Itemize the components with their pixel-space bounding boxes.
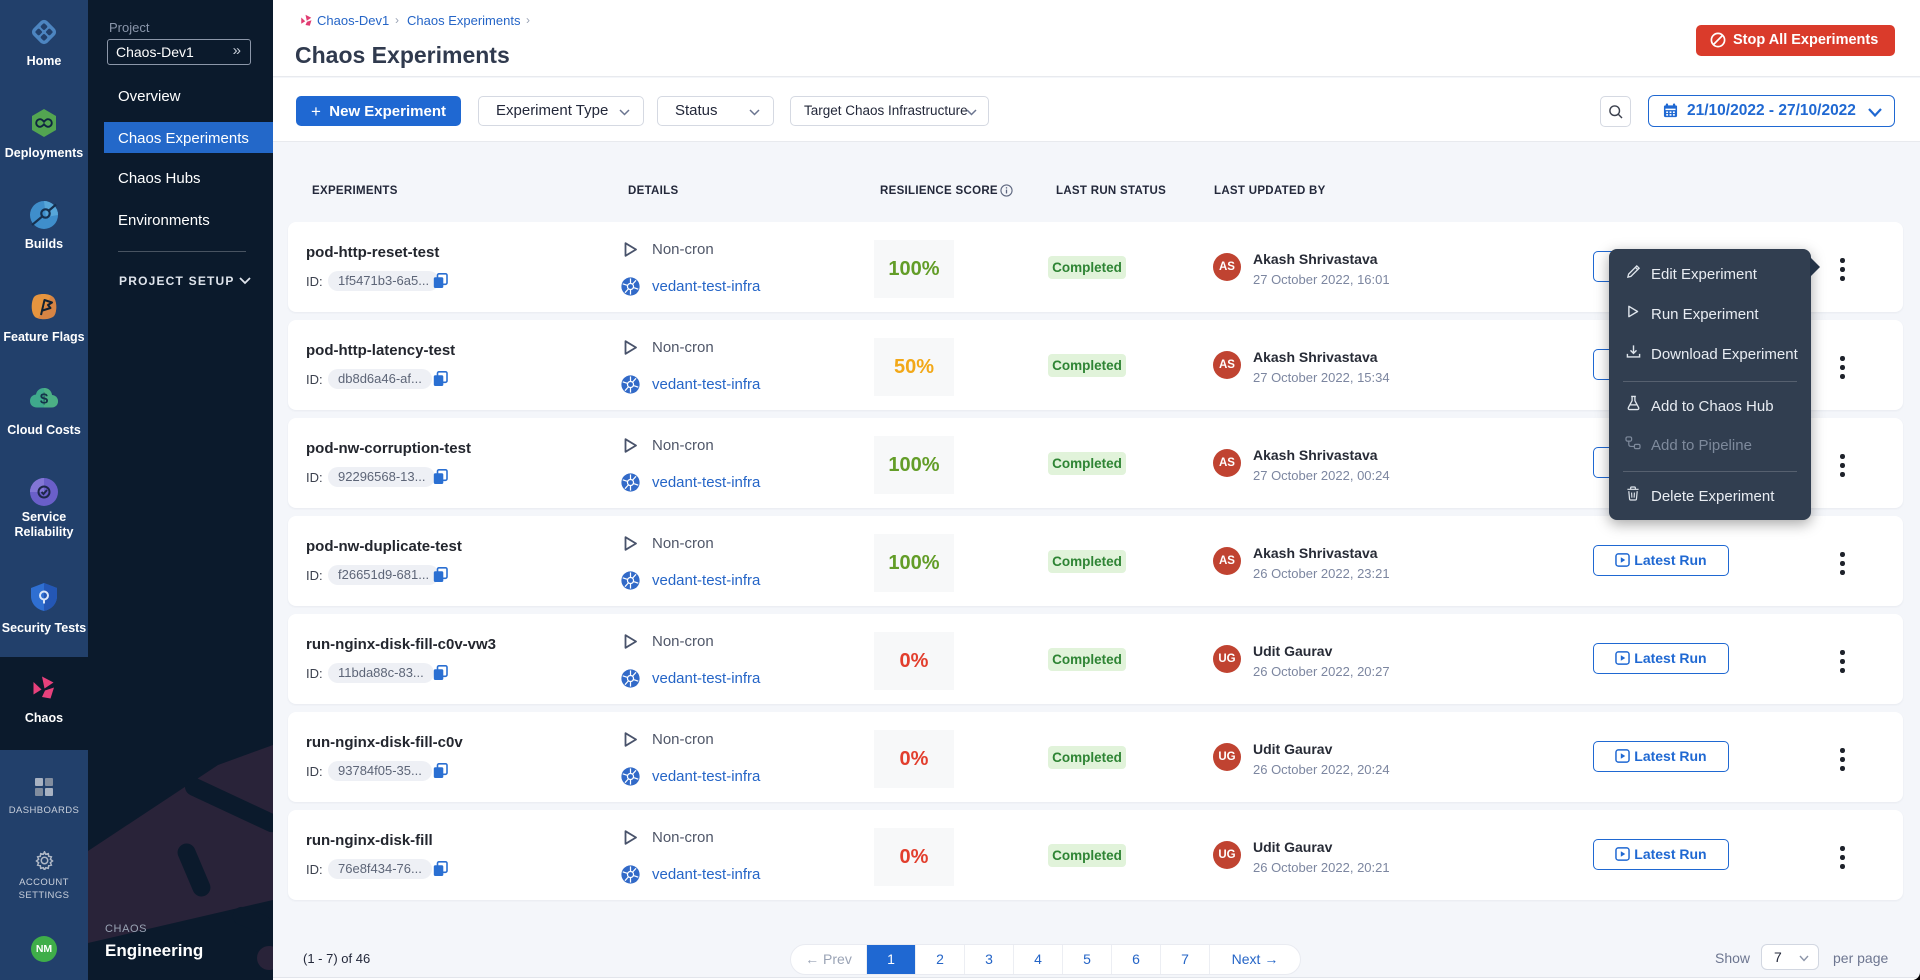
svg-text:$: $	[40, 391, 49, 408]
